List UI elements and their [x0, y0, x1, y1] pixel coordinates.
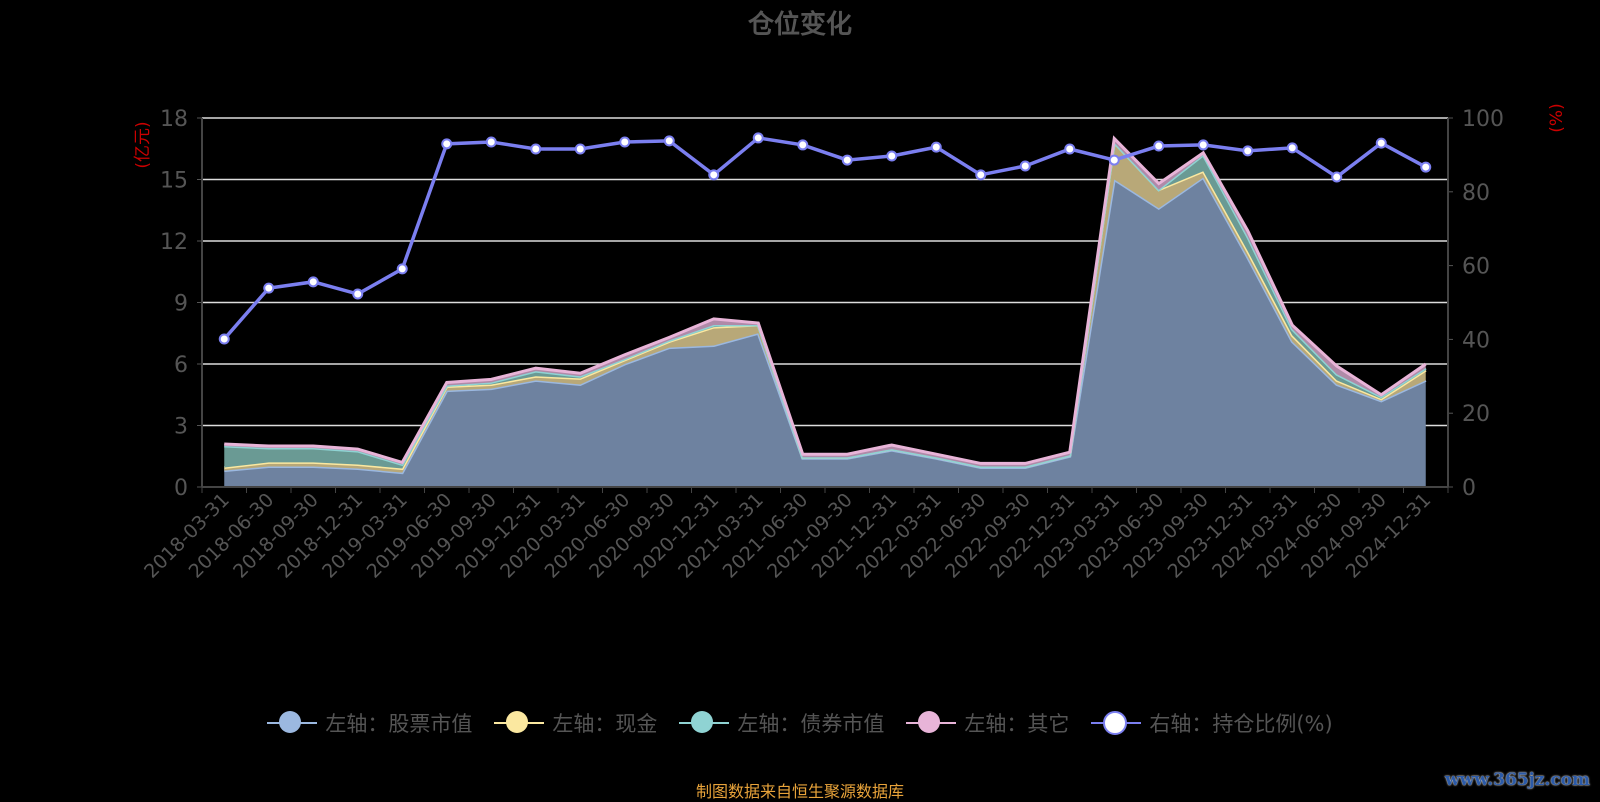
ratio-point — [263, 282, 275, 294]
y-left-tick-label: 12 — [160, 230, 188, 255]
line-ratio — [222, 136, 1427, 341]
ratio-point — [886, 150, 898, 162]
legend-item-bond[interactable]: 左轴：债券市值 — [679, 708, 884, 738]
legend-marker-icon — [679, 709, 730, 737]
y-right-tick-label: 60 — [1462, 255, 1490, 280]
chart-title: 仓位变化 — [747, 10, 852, 40]
ratio-point — [1331, 171, 1343, 183]
legend-item-cash[interactable]: 左轴：现金 — [494, 708, 657, 738]
ratio-point — [1375, 137, 1387, 149]
ratio-point — [975, 169, 987, 181]
legend-label: 右轴：持仓比例(%) — [1149, 712, 1333, 736]
y-right-tick-label: 0 — [1462, 476, 1476, 501]
ratio-point — [352, 288, 364, 300]
y-right-unit-label: (%) — [1547, 103, 1567, 132]
legend-label: 左轴：其它 — [964, 712, 1070, 736]
ratio-point — [1242, 145, 1254, 157]
y-left-tick-label: 3 — [174, 415, 188, 440]
ratio-point — [1019, 160, 1031, 172]
y-left-tick-label: 15 — [160, 169, 188, 194]
watermark-logo: www.365jz.com — [1445, 770, 1590, 790]
legend-item-ratio[interactable]: 右轴：持仓比例(%) — [1091, 708, 1333, 738]
ratio-point — [1197, 139, 1209, 151]
ratio-point — [752, 132, 764, 144]
ratio-point — [1064, 143, 1076, 155]
ratio-point — [619, 136, 631, 148]
ratio-point — [396, 263, 408, 275]
y-right-tick-label: 80 — [1462, 181, 1490, 206]
ratio-point — [1108, 154, 1120, 166]
y-left-tick-label: 6 — [174, 353, 188, 378]
y-left-tick-label: 9 — [174, 292, 188, 317]
ratio-point — [663, 135, 675, 147]
legend-marker-icon — [494, 709, 545, 737]
ratio-point — [1420, 161, 1432, 173]
ratio-point — [485, 136, 497, 148]
ratio-point — [530, 143, 542, 155]
ratio-point — [307, 276, 319, 288]
y-left-tick-label: 0 — [174, 476, 188, 501]
line-other — [224, 135, 1427, 465]
data-source-footer: 制图数据来自恒生聚源数据库 — [695, 782, 904, 801]
legend-label: 左轴：现金 — [552, 712, 658, 736]
legend-marker-icon — [1091, 709, 1142, 737]
y-left-tick-label: 18 — [160, 107, 188, 132]
legend-marker-icon — [267, 709, 318, 737]
ratio-point — [930, 141, 942, 153]
legend-item-other[interactable]: 左轴：其它 — [906, 708, 1069, 738]
legend-label: 左轴：债券市值 — [737, 712, 885, 736]
ratio-point — [441, 138, 453, 150]
ratio-point — [218, 333, 230, 345]
ratio-point — [1153, 140, 1165, 152]
area-stock — [224, 177, 1426, 487]
ratio-point — [797, 139, 809, 151]
legend-item-stock[interactable]: 左轴：股票市值 — [267, 708, 472, 738]
ratio-point — [1286, 142, 1298, 154]
ratio-point — [841, 154, 853, 166]
legend: 左轴：股票市值 左轴：现金 左轴：债券市值 左轴：其它 右轴：持仓比例(%) — [0, 708, 1600, 738]
y-left-unit-label: (亿元) — [133, 121, 153, 168]
legend-marker-icon — [906, 709, 957, 737]
y-right-tick-label: 100 — [1462, 107, 1504, 132]
legend-label: 左轴：股票市值 — [325, 712, 473, 736]
y-right-tick-label: 40 — [1462, 328, 1490, 353]
ratio-point — [574, 143, 586, 155]
ratio-point — [708, 169, 720, 181]
y-right-tick-label: 20 — [1462, 402, 1490, 427]
